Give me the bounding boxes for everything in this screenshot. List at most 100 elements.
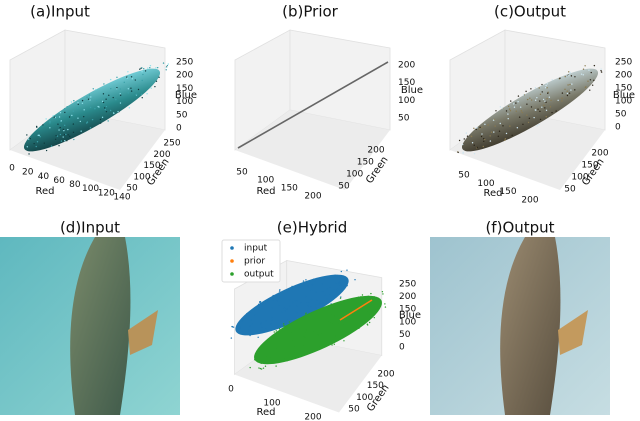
- point: [63, 129, 65, 132]
- point: [33, 142, 35, 145]
- legend-box: [221, 239, 281, 283]
- point: [45, 118, 47, 120]
- point: [143, 67, 145, 70]
- point: [291, 355, 294, 357]
- point: [340, 303, 342, 305]
- point: [457, 151, 459, 154]
- point: [89, 99, 91, 101]
- point: [260, 349, 263, 351]
- point: [262, 330, 265, 333]
- point: [296, 305, 298, 308]
- point: [509, 109, 512, 112]
- point: [566, 92, 569, 95]
- point: [286, 360, 288, 362]
- point: [68, 116, 71, 118]
- point: [64, 124, 66, 127]
- point: [109, 78, 112, 81]
- point: [105, 110, 108, 113]
- point: [307, 285, 309, 287]
- point: [58, 129, 60, 131]
- point: [284, 310, 286, 312]
- point: [522, 123, 524, 126]
- point: [257, 336, 259, 339]
- point: [484, 123, 486, 126]
- z-tick-label: 50: [615, 110, 627, 120]
- point: [539, 110, 541, 113]
- point: [335, 282, 337, 284]
- point: [55, 134, 57, 137]
- panel-title: (a)Input: [30, 3, 90, 21]
- point: [305, 317, 308, 319]
- point: [56, 135, 59, 137]
- point: [348, 321, 351, 323]
- point: [551, 111, 553, 114]
- point: [268, 361, 270, 364]
- point: [517, 100, 519, 103]
- point: [368, 314, 370, 316]
- point: [340, 270, 343, 273]
- point: [119, 88, 121, 90]
- point: [140, 93, 143, 96]
- point: [340, 283, 342, 285]
- point: [360, 296, 362, 298]
- point: [315, 291, 317, 293]
- point: [530, 88, 532, 90]
- point: [340, 284, 343, 286]
- legend-marker: [230, 246, 234, 250]
- point: [334, 274, 336, 277]
- point: [119, 94, 122, 96]
- point: [564, 75, 566, 78]
- point: [321, 282, 323, 285]
- point: [481, 133, 483, 135]
- point: [527, 121, 530, 124]
- x-tick-label: 40: [38, 172, 50, 182]
- point: [574, 76, 576, 78]
- point: [119, 93, 121, 95]
- point: [489, 140, 492, 142]
- point: [482, 145, 484, 148]
- point: [260, 323, 262, 325]
- point: [58, 144, 60, 147]
- point: [346, 284, 348, 287]
- point: [324, 294, 327, 296]
- point: [105, 105, 108, 108]
- point: [286, 319, 289, 322]
- point: [289, 332, 291, 334]
- point: [272, 294, 274, 297]
- point: [295, 341, 298, 343]
- point: [295, 311, 298, 313]
- point: [249, 325, 251, 327]
- point: [593, 64, 596, 67]
- point: [379, 300, 382, 302]
- x-tick-label: 0: [228, 385, 234, 395]
- point: [278, 328, 281, 330]
- point: [139, 68, 141, 70]
- point: [587, 80, 589, 82]
- point: [65, 133, 67, 136]
- y-tick-label: 50: [126, 184, 138, 194]
- point: [354, 279, 356, 281]
- point: [310, 289, 313, 291]
- point: [342, 324, 345, 326]
- point: [549, 106, 552, 108]
- point: [242, 319, 244, 322]
- point: [570, 89, 572, 91]
- point: [292, 328, 295, 330]
- point: [165, 69, 167, 71]
- point: [294, 351, 296, 354]
- point: [102, 93, 105, 95]
- point: [345, 309, 347, 312]
- point: [150, 87, 152, 89]
- point: [127, 92, 129, 94]
- point: [108, 94, 110, 96]
- point: [298, 356, 300, 358]
- y-tick-label: 200: [367, 146, 384, 156]
- point: [517, 95, 520, 97]
- point: [49, 122, 51, 124]
- point: [352, 314, 354, 316]
- point: [343, 340, 345, 342]
- point: [83, 109, 85, 111]
- y-tick-label: 50: [338, 182, 350, 192]
- point: [513, 103, 515, 105]
- point: [298, 328, 301, 330]
